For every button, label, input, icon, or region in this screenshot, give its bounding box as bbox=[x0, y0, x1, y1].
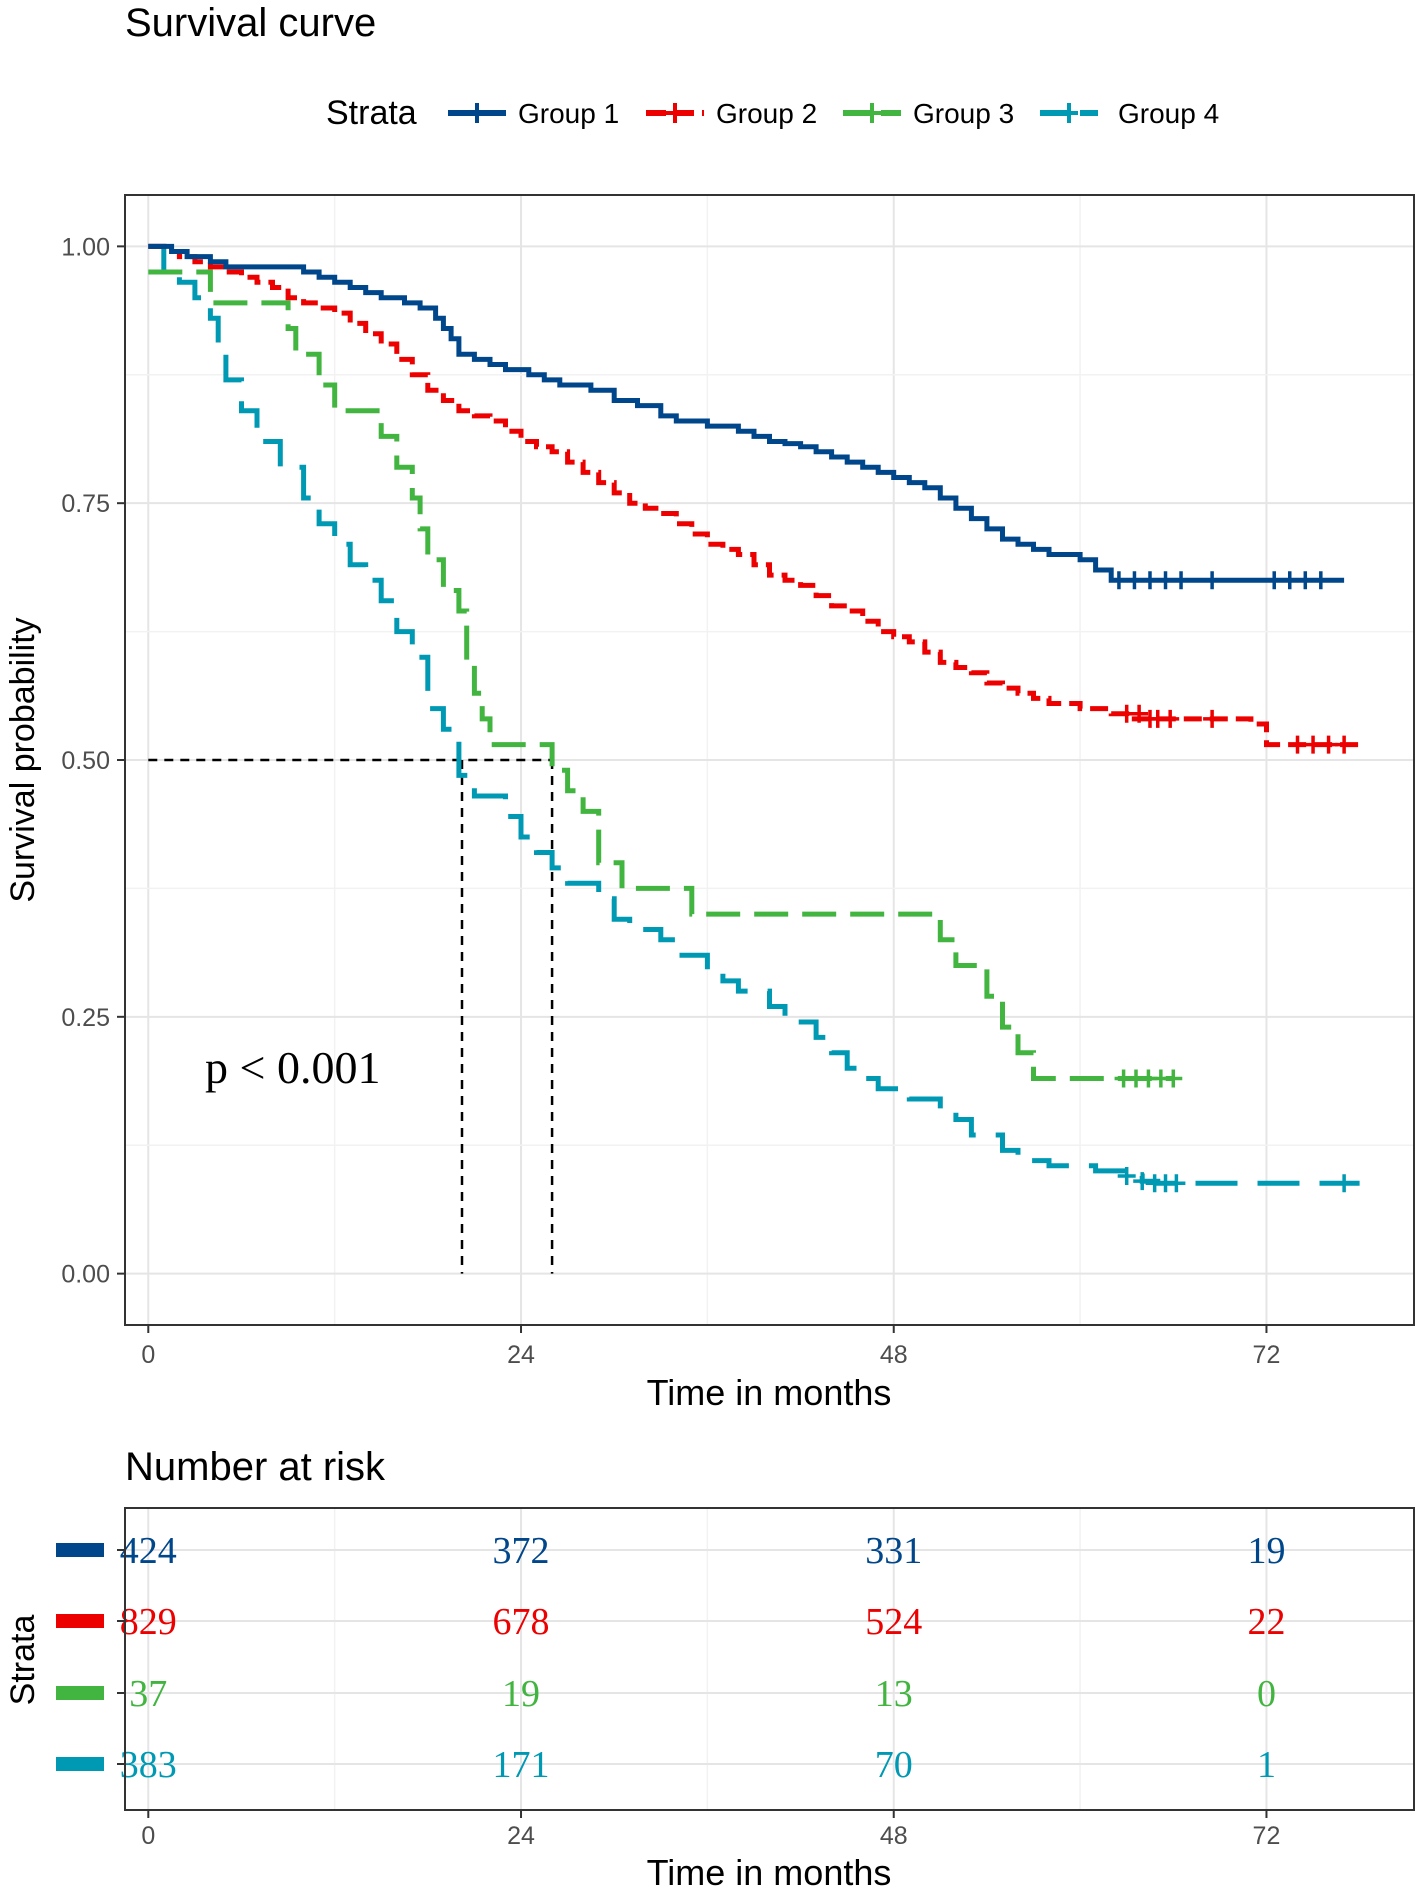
x-tick-label: 72 bbox=[1253, 1341, 1281, 1369]
y-tick-label: 1.00 bbox=[61, 233, 110, 261]
legend-title: Strata bbox=[326, 94, 417, 132]
legend-keys: Group 1 Group 2 Group 3 Group 4 bbox=[448, 98, 1219, 129]
censor-mark-group-1 bbox=[1140, 571, 1159, 590]
risk-x-tick-label: 48 bbox=[880, 1822, 908, 1850]
censor-mark-group-4 bbox=[1167, 1174, 1186, 1193]
censor-mark-group-1 bbox=[1156, 571, 1175, 590]
censor-mark-group-1 bbox=[1280, 571, 1299, 590]
risk-count-group-4: 1 bbox=[1257, 1744, 1276, 1786]
survival-curves bbox=[148, 243, 1360, 1186]
risk-count-group-2: 829 bbox=[120, 1601, 177, 1643]
risk-count-group-3: 0 bbox=[1257, 1673, 1276, 1715]
risk-count-group-1: 424 bbox=[120, 1530, 177, 1572]
legend-censor-group-1 bbox=[468, 103, 486, 123]
risk-count-group-4: 383 bbox=[120, 1744, 177, 1786]
risk-count-group-1: 19 bbox=[1247, 1530, 1285, 1572]
median-lines bbox=[148, 758, 554, 1274]
y-tick-label: 0.75 bbox=[61, 490, 110, 518]
p-value-annotation: p < 0.001 bbox=[205, 1042, 380, 1093]
censor-mark-group-1 bbox=[1311, 571, 1330, 590]
legend-label-group-1: Group 1 bbox=[518, 98, 619, 129]
risk-table-title: Number at risk bbox=[125, 1445, 386, 1489]
censor-marks bbox=[1109, 571, 1354, 1193]
curve-group-4 bbox=[148, 243, 1360, 1186]
legend-censor-group-3 bbox=[863, 103, 881, 123]
legend: Strata Group 1 Group 2 Group 3 Group 4 bbox=[326, 94, 1219, 132]
risk-count-group-3: 37 bbox=[129, 1673, 167, 1715]
risk-count-group-4: 70 bbox=[875, 1744, 913, 1786]
curve-group-3 bbox=[148, 269, 1174, 1081]
risk-x-tick-label: 0 bbox=[141, 1822, 155, 1850]
chart-title: Survival curve bbox=[125, 1, 376, 45]
censor-mark-group-2 bbox=[1203, 709, 1222, 728]
censor-mark-group-3 bbox=[1164, 1069, 1183, 1088]
curve-group-2 bbox=[148, 243, 1360, 748]
legend-label-group-2: Group 2 bbox=[716, 98, 817, 129]
risk-count-group-2: 524 bbox=[865, 1601, 922, 1643]
censor-mark-group-2 bbox=[1335, 735, 1354, 754]
curve-group-1 bbox=[148, 243, 1345, 583]
risk-x-tick-label: 24 bbox=[507, 1822, 535, 1850]
censor-mark-group-1 bbox=[1172, 571, 1191, 590]
risk-strata-key-group-4 bbox=[56, 1757, 104, 1771]
censor-mark-group-1 bbox=[1296, 571, 1315, 590]
y-tick-label: 0.50 bbox=[61, 747, 110, 775]
risk-strata-key-group-1 bbox=[56, 1543, 104, 1557]
risk-table-border bbox=[124, 1507, 1415, 1811]
risk-count-group-1: 372 bbox=[493, 1530, 550, 1572]
risk-grid bbox=[125, 1508, 1414, 1810]
y-axis-label: Survival probability bbox=[4, 617, 42, 902]
legend-censor-group-2 bbox=[666, 103, 684, 123]
risk-count-group-1: 331 bbox=[865, 1530, 922, 1572]
main-axes: 0 24 48 72 0.00 0.25 0.50 0.75 1.00 bbox=[61, 233, 1280, 1369]
risk-table-panel: 424 372 331 19 829 678 524 22 37 19 13 0 383 171 70 1 bbox=[120, 1507, 1415, 1811]
risk-count-group-3: 13 bbox=[875, 1673, 913, 1715]
censor-mark-group-1 bbox=[1125, 571, 1144, 590]
risk-strata-key-group-2 bbox=[56, 1614, 104, 1628]
risk-values: 424 372 331 19 829 678 524 22 37 19 13 0 383 171 70 1 bbox=[120, 1530, 1286, 1786]
censor-mark-group-4 bbox=[1117, 1167, 1136, 1186]
x-tick-label: 0 bbox=[141, 1341, 155, 1369]
censor-mark-group-4 bbox=[1335, 1174, 1354, 1193]
x-tick-label: 48 bbox=[880, 1341, 908, 1369]
risk-count-group-2: 678 bbox=[493, 1601, 550, 1643]
censor-mark-group-2 bbox=[1304, 735, 1323, 754]
risk-x-axis-label: Time in months bbox=[647, 1852, 892, 1891]
censor-mark-group-1 bbox=[1109, 571, 1128, 590]
legend-label-group-4: Group 4 bbox=[1118, 98, 1219, 129]
risk-count-group-2: 22 bbox=[1247, 1601, 1285, 1643]
y-tick-label: 0.25 bbox=[61, 1004, 110, 1032]
censor-mark-group-2 bbox=[1130, 704, 1149, 723]
x-tick-label: 24 bbox=[507, 1341, 535, 1369]
censor-mark-group-4 bbox=[1133, 1172, 1152, 1191]
risk-axes: 0 24 48 72 bbox=[117, 1549, 1281, 1850]
legend-label-group-3: Group 3 bbox=[913, 98, 1014, 129]
censor-mark-group-2 bbox=[1161, 709, 1180, 728]
risk-x-tick-label: 72 bbox=[1253, 1822, 1281, 1850]
legend-censor-group-4 bbox=[1060, 103, 1078, 123]
plot-panel: p < 0.001 bbox=[124, 194, 1415, 1326]
risk-count-group-3: 19 bbox=[502, 1673, 540, 1715]
main-grid bbox=[125, 195, 1414, 1325]
censor-mark-group-2 bbox=[1319, 735, 1338, 754]
y-tick-label: 0.00 bbox=[61, 1261, 110, 1289]
x-axis-label: Time in months bbox=[647, 1372, 892, 1413]
risk-strata-key-group-3 bbox=[56, 1686, 104, 1700]
risk-count-group-4: 171 bbox=[493, 1744, 550, 1786]
risk-strata-keys bbox=[56, 1543, 104, 1771]
censor-mark-group-1 bbox=[1203, 571, 1222, 590]
censor-mark-group-1 bbox=[1265, 571, 1284, 590]
censor-mark-group-2 bbox=[1288, 735, 1307, 754]
risk-y-axis-label: Strata bbox=[4, 1615, 42, 1706]
